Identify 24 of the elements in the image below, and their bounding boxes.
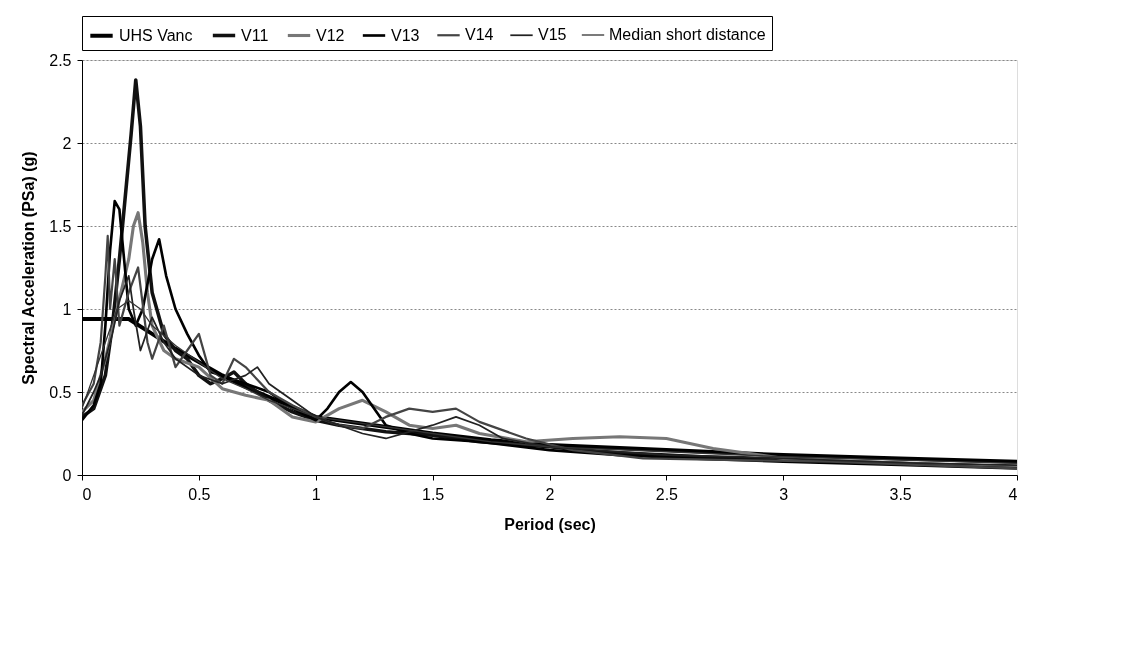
legend-label: V12 — [316, 26, 345, 44]
legend-label: Median short distance — [609, 26, 766, 43]
x-tick-label: 4 — [1008, 485, 1018, 503]
x-tick-label: 1.5 — [422, 485, 445, 503]
x-tick-label: 2.5 — [655, 485, 679, 503]
legend-label: V14 — [465, 26, 494, 44]
x-axis-title: Period (sec) — [504, 515, 596, 533]
x-tick-label: 0.5 — [188, 485, 211, 503]
x-tick-label: 1 — [311, 485, 321, 503]
legend-label: UHS Vanc — [119, 26, 193, 44]
legend-label: V15 — [538, 26, 567, 44]
legend-label: V13 — [391, 26, 420, 44]
y-tick-label: 2 — [62, 134, 72, 152]
x-tick-label: 3 — [779, 485, 789, 503]
legend-label: V11 — [241, 26, 269, 44]
y-tick-label: 0.5 — [49, 383, 72, 401]
x-tick-label: 2 — [545, 485, 555, 503]
y-axis-title: Spectral Acceleration (PSa) (g) — [20, 151, 38, 385]
y-tick-label: 1.5 — [49, 217, 72, 235]
y-tick-label: 0 — [62, 466, 72, 484]
y-tick-label: 1 — [62, 300, 72, 318]
x-tick-label: 3.5 — [889, 485, 912, 503]
x-tick-label: 0 — [82, 485, 92, 503]
y-tick-label: 2.5 — [49, 51, 72, 69]
